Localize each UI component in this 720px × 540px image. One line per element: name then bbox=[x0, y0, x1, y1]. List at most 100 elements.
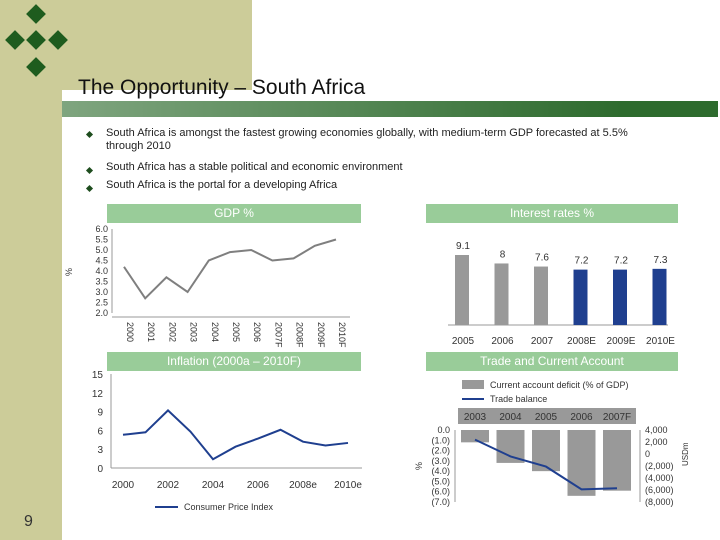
interest-bar bbox=[652, 268, 667, 325]
gdp-x-tick-label: 2009F bbox=[316, 322, 326, 348]
interest-x-tick-label: 2006 bbox=[491, 336, 514, 347]
trade-y-left-tick-label: (5.0) bbox=[431, 476, 450, 486]
trade-balance-line bbox=[474, 438, 618, 491]
gdp-chart: 6.05.55.04.54.03.53.02.52.0% 2000 2001 2002… bbox=[64, 224, 350, 348]
gdp-x-tick-label: 2002 bbox=[167, 322, 177, 342]
bullet-text-1: South Africa is amongst the fastest grow… bbox=[106, 127, 628, 153]
gdp-x-tick-label: 2006 bbox=[252, 322, 262, 342]
trade-y-right-tick-label: (4,000) bbox=[645, 473, 674, 483]
trade-y-left-tick-label: (6.0) bbox=[431, 487, 450, 497]
trade-current-account-bar bbox=[532, 430, 560, 472]
gdp-y-axis-label: % bbox=[64, 268, 74, 276]
inflation-series-line bbox=[122, 408, 349, 461]
gdp-y-tick-label: 4.5 bbox=[95, 256, 108, 266]
gdp-y-tick-label: 4.0 bbox=[95, 266, 108, 276]
trade-x-tick-label: 2007F bbox=[603, 412, 631, 423]
gdp-x-tick-label: 2008F bbox=[295, 322, 305, 348]
trade-y-right-tick-label: 0 bbox=[645, 449, 650, 459]
inflation-x-tick-label: 2010e bbox=[334, 480, 362, 491]
interest-data-label: 8 bbox=[500, 249, 506, 260]
bullet-text-3: South Africa is the portal for a develop… bbox=[106, 179, 338, 191]
gdp-x-tick-label: 2007F bbox=[273, 322, 283, 348]
gdp-y-tick-label: 2.0 bbox=[95, 308, 108, 318]
inflation-x-tick-label: 2002 bbox=[157, 480, 180, 491]
gdp-series-line bbox=[123, 238, 337, 300]
trade-y-left-tick-label: (2.0) bbox=[431, 446, 450, 456]
trade-current-account-bar bbox=[461, 430, 489, 443]
interest-data-label: 9.1 bbox=[456, 241, 470, 252]
inflation-chart: 15 12 9 6 3 0 2000 2002 2004 2006 2008e 2010e Consum… bbox=[92, 370, 362, 512]
trade-y-right-axis-label: USDm bbox=[681, 442, 690, 466]
interest-x-tick-label: 2008E bbox=[567, 336, 596, 347]
trade-x-tick-label: 2004 bbox=[499, 412, 522, 423]
slide-title: The Opportunity – South Africa bbox=[78, 76, 366, 99]
trade-y-left-tick-label: (4.0) bbox=[431, 466, 450, 476]
gdp-x-tick-label: 2005 bbox=[231, 322, 241, 342]
trade-legend-label-line: Trade balance bbox=[490, 394, 547, 404]
trade-y-left-tick-label: 0.0 bbox=[437, 425, 450, 435]
trade-y-left-axis-label: % bbox=[414, 462, 424, 470]
gdp-y-tick-label: 5.0 bbox=[95, 245, 108, 255]
gdp-y-tick-label: 6.0 bbox=[95, 224, 108, 234]
trade-current-account-bar bbox=[567, 430, 596, 496]
interest-data-label: 7.3 bbox=[654, 255, 668, 266]
trade-y-right-tick-label: 2,000 bbox=[645, 437, 668, 447]
inflation-x-tick-label: 2004 bbox=[202, 480, 225, 491]
inflation-x-tick-label: 2006 bbox=[247, 480, 270, 491]
gdp-x-tick-label: 2003 bbox=[189, 322, 199, 342]
interest-x-tick-label: 2007 bbox=[531, 336, 554, 347]
inflation-x-tick-label: 2008e bbox=[289, 480, 317, 491]
trade-current-account-bar bbox=[496, 430, 525, 463]
bullet-1-line-1: South Africa is amongst the fastest grow… bbox=[106, 127, 628, 139]
inflation-legend-label: Consumer Price Index bbox=[184, 502, 274, 512]
trade-y-right-tick-label: (6,000) bbox=[645, 485, 674, 495]
gdp-y-tick-label: 3.0 bbox=[95, 287, 108, 297]
trade-x-tick-label: 2005 bbox=[535, 412, 558, 423]
gdp-x-tick-label: 2000 bbox=[125, 322, 135, 342]
inflation-y-tick-label: 3 bbox=[97, 445, 103, 456]
trade-y-left-tick-label: (7.0) bbox=[431, 497, 450, 507]
gdp-chart-header: GDP % bbox=[107, 204, 361, 223]
decorative-strip bbox=[0, 0, 62, 540]
interest-x-tick-label: 2009E bbox=[607, 336, 636, 347]
interest-bar bbox=[455, 255, 469, 325]
gdp-y-tick-label: 2.5 bbox=[95, 298, 108, 308]
trade-current-account-bar bbox=[603, 430, 631, 491]
gdp-x-tick-label: 2004 bbox=[210, 322, 220, 342]
inflation-y-tick-label: 0 bbox=[97, 464, 103, 475]
gdp-y-tick-label: 5.5 bbox=[95, 235, 108, 245]
trade-y-right-tick-label: 4,000 bbox=[645, 425, 668, 435]
trade-chart: Current account deficit (% of GDP) Trade … bbox=[414, 380, 690, 507]
interest-bar bbox=[573, 269, 588, 325]
inflation-y-tick-label: 12 bbox=[92, 389, 104, 400]
interest-bar bbox=[613, 269, 627, 325]
interest-x-tick-label: 2005 bbox=[452, 336, 475, 347]
trade-chart-header: Trade and Current Account bbox=[426, 352, 678, 371]
interest-data-label: 7.2 bbox=[614, 256, 628, 267]
interest-data-label: 7.6 bbox=[535, 253, 549, 264]
title-underline-gradient bbox=[62, 101, 622, 117]
interest-data-label: 7.2 bbox=[575, 256, 589, 267]
trade-legend-label-bar: Current account deficit (% of GDP) bbox=[490, 380, 629, 390]
gdp-x-tick-label: 2010F bbox=[337, 322, 347, 348]
inflation-y-tick-label: 15 bbox=[92, 370, 104, 381]
inflation-y-tick-label: 6 bbox=[97, 426, 103, 437]
trade-x-tick-label: 2003 bbox=[464, 412, 487, 423]
interest-bar bbox=[534, 266, 548, 325]
trade-category-band bbox=[458, 408, 636, 424]
trade-y-right-tick-label: (2,000) bbox=[645, 461, 674, 471]
trade-y-left-tick-label: (3.0) bbox=[431, 456, 450, 466]
trade-y-left-tick-label: (1.0) bbox=[431, 435, 450, 445]
trade-x-tick-label: 2006 bbox=[570, 412, 593, 423]
inflation-x-tick-label: 2000 bbox=[112, 480, 135, 491]
bullet-1-line-2: through 2010 bbox=[106, 140, 171, 152]
interest-chart: 9.1 2005 8 2006 7.6 2007 7.2 2008E 7.2 2009E 7.3 20… bbox=[448, 241, 675, 347]
trade-legend-swatch-bar bbox=[462, 380, 484, 389]
bullet-text-2: South Africa has a stable political and … bbox=[106, 161, 403, 173]
gdp-y-tick-label: 3.5 bbox=[95, 277, 108, 287]
inflation-y-tick-label: 9 bbox=[97, 408, 103, 419]
trade-y-right-tick-label: (8,000) bbox=[645, 497, 674, 507]
page-number: 9 bbox=[24, 513, 33, 530]
interest-bar bbox=[494, 263, 509, 325]
